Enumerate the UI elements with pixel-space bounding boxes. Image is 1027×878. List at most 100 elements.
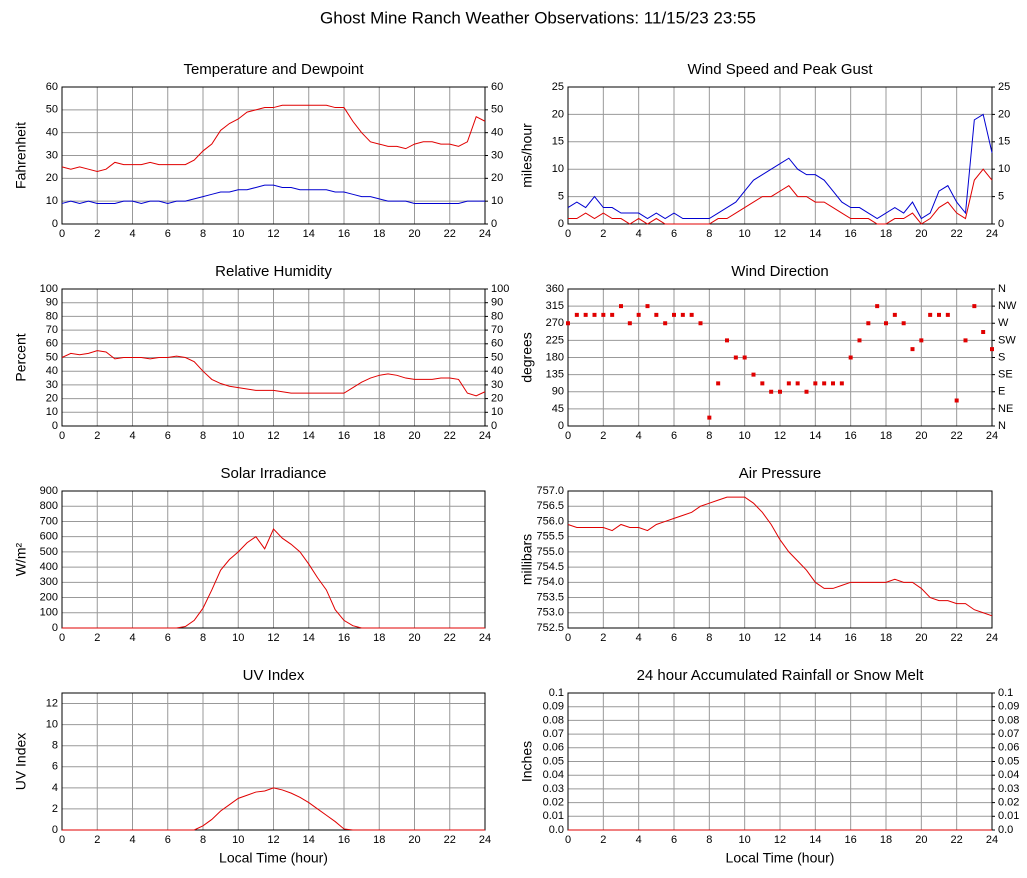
y2-tick-label: 0.04 (998, 769, 1019, 781)
y2-tick-label: N (998, 283, 1006, 295)
x-tick-label: 2 (94, 430, 100, 442)
y2-tick-label: SE (998, 369, 1013, 381)
y-tick-label: 755.5 (536, 531, 564, 543)
x-tick-label: 20 (408, 228, 420, 240)
y-tick-label: 5 (558, 191, 564, 203)
x-tick-label: 6 (671, 632, 677, 644)
x-tick-label: 6 (671, 834, 677, 846)
y-tick-label: 180 (546, 351, 564, 363)
x-tick-label: 4 (129, 834, 135, 846)
x-tick-label: 16 (845, 632, 857, 644)
data-line (61, 350, 486, 397)
y2-tick-label: 25 (998, 81, 1010, 93)
x-tick-label: 2 (600, 430, 606, 442)
data-line (567, 496, 993, 617)
y2-tick-label: 30 (491, 149, 503, 161)
plot-frame (61, 692, 486, 831)
data-point (769, 389, 774, 394)
y-tick-label: 800 (40, 500, 58, 512)
y-tick-label: 225 (546, 334, 564, 346)
x-tick-label: 16 (338, 228, 350, 240)
data-point (601, 312, 606, 317)
y-tick-label: 45 (552, 403, 564, 415)
data-point (892, 312, 897, 317)
y-axis-label: Inches (519, 741, 535, 782)
data-line (61, 184, 485, 204)
plot-frame (567, 86, 993, 225)
data-point (848, 355, 853, 360)
y-tick-label: 8 (52, 740, 58, 752)
chart-title: UV Index (243, 667, 305, 684)
x-tick-label: 20 (915, 632, 927, 644)
plot-frame (567, 490, 993, 629)
y-tick-label: 0 (52, 420, 58, 432)
x-tick-label: 8 (200, 228, 206, 240)
data-point (919, 338, 924, 343)
y-axis-label: miles/hour (519, 123, 535, 188)
y2-tick-label: NE (998, 403, 1013, 415)
y2-tick-label: SW (998, 334, 1016, 346)
chart-title: Relative Humidity (215, 263, 332, 280)
y-tick-label: 757.0 (536, 485, 564, 497)
y2-tick-label: E (998, 386, 1005, 398)
x-tick-label: 4 (129, 228, 135, 240)
x-tick-label: 0 (565, 632, 571, 644)
y-tick-label: 70 (46, 324, 58, 336)
data-point (636, 312, 641, 317)
x-tick-label: 14 (809, 834, 821, 846)
y-tick-label: 756.5 (536, 500, 564, 512)
x-tick-label: 4 (129, 632, 135, 644)
data-point (707, 415, 712, 420)
y-tick-label: 90 (46, 297, 58, 309)
x-tick-label: 22 (444, 430, 456, 442)
x-tick-label: 22 (951, 430, 963, 442)
x-tick-label: 22 (444, 834, 456, 846)
x-tick-label: 18 (373, 228, 385, 240)
y2-tick-label: 30 (491, 379, 503, 391)
y-axis-label: UV Index (13, 733, 29, 791)
y2-tick-label: 40 (491, 127, 503, 139)
y2-tick-label: NW (998, 300, 1017, 312)
data-point (680, 312, 685, 317)
data-point (610, 312, 615, 317)
y-tick-label: 60 (46, 81, 58, 93)
y-tick-label: 752.5 (536, 622, 564, 634)
y2-tick-label: 0 (998, 218, 1004, 230)
x-tick-label: 0 (59, 228, 65, 240)
data-point (981, 330, 986, 335)
y-tick-label: 400 (40, 561, 58, 573)
data-point (716, 381, 721, 386)
plot-frame (61, 86, 486, 225)
data-line (62, 528, 485, 629)
data-point (822, 381, 827, 386)
data-point (663, 321, 668, 326)
data-point (954, 398, 959, 403)
x-tick-label: 24 (986, 834, 998, 846)
x-tick-label: 12 (267, 430, 279, 442)
data-point (928, 312, 933, 317)
y-tick-label: 0.08 (543, 714, 564, 726)
x-tick-label: 6 (165, 430, 171, 442)
y2-tick-label: 0.05 (998, 755, 1019, 767)
x-tick-label: 24 (479, 228, 491, 240)
y-tick-label: 0 (52, 218, 58, 230)
y-tick-label: 360 (546, 283, 564, 295)
data-point (875, 304, 880, 309)
x-tick-label: 20 (408, 834, 420, 846)
data-point (751, 372, 756, 377)
data-point (689, 312, 694, 317)
y-tick-label: 4 (52, 782, 58, 794)
x-tick-label: 6 (671, 228, 677, 240)
data-point (910, 347, 915, 352)
data-point (795, 381, 800, 386)
data-point (619, 304, 623, 309)
y-tick-label: 755.0 (536, 546, 564, 558)
x-tick-label: 20 (408, 430, 420, 442)
y2-tick-label: 100 (491, 283, 509, 295)
x-tick-label: 12 (267, 228, 279, 240)
x-tick-label: 2 (94, 834, 100, 846)
x-tick-label: 24 (986, 632, 998, 644)
y-tick-label: 20 (46, 393, 58, 405)
data-point (901, 321, 906, 326)
